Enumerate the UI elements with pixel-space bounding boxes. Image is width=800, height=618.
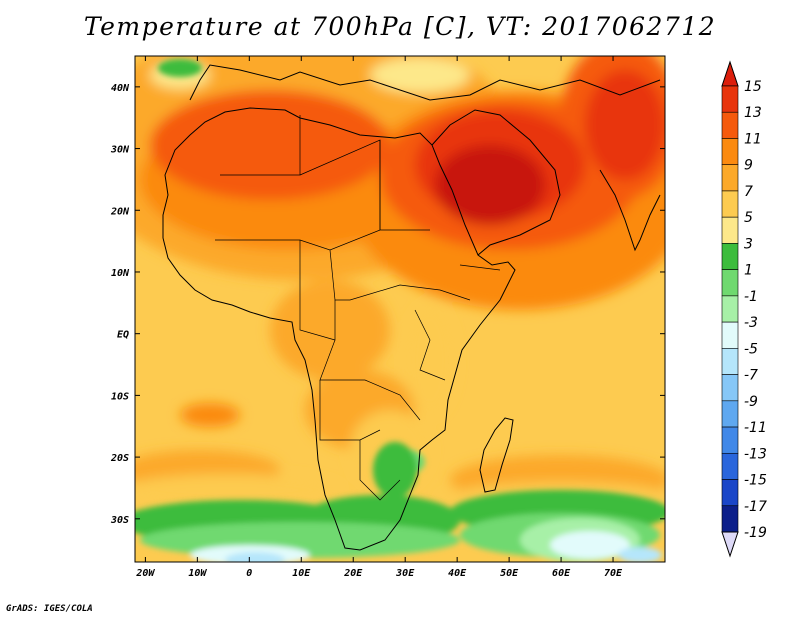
colorbar-label: -5 xyxy=(744,341,758,357)
temperature-zone-7 xyxy=(585,70,665,180)
colorbar-swatch xyxy=(721,426,739,454)
arabia-coastline xyxy=(431,109,561,256)
colorbar-swatch xyxy=(721,243,739,270)
africa-coastline xyxy=(162,107,516,551)
colorbar-swatch xyxy=(721,505,739,533)
colorbar-top-arrow xyxy=(721,60,739,87)
lon-tick-label: 70E xyxy=(604,568,623,579)
colorbar-swatch xyxy=(721,190,739,218)
country-borders xyxy=(215,115,501,501)
colorbar-swatch xyxy=(721,400,739,428)
temperature-zone-16 xyxy=(135,474,340,506)
lon-tick-label: 50E xyxy=(500,568,519,579)
temperature-zone-29 xyxy=(550,531,630,559)
temperature-zone-19 xyxy=(370,57,470,93)
colorbar-swatch xyxy=(721,295,739,323)
axis-ticks: 20W 10W 0 10E 20E 30E 40E 50E 60E 70E 40N 30N 20N 10N… xyxy=(110,56,665,579)
colorbar: 15 13 11 9 7 5 3 1 -1 -3 -5 -7 -9 -11 -13 -15 -17 -19 xyxy=(721,60,767,558)
colorbar-label: 1 xyxy=(744,263,753,279)
lon-tick-label: 10W xyxy=(188,568,207,579)
colorbar-swatch xyxy=(721,138,739,166)
india-coastline xyxy=(599,169,661,252)
colorbar-label: -19 xyxy=(744,525,767,541)
lat-tick-label: 40N xyxy=(111,83,130,94)
temperature-zone-20 xyxy=(158,59,202,77)
colorbar-label: 3 xyxy=(744,236,753,252)
colorbar-label: -9 xyxy=(744,394,758,410)
lat-tick-label: 10S xyxy=(111,391,129,402)
lat-tick-label: 20S xyxy=(110,453,129,464)
colorbar-label: 15 xyxy=(744,79,762,95)
lon-tick-label: 30E xyxy=(395,568,415,579)
lon-tick-label: 20W xyxy=(135,568,155,579)
temperature-field xyxy=(135,56,665,562)
colorbar-label: -1 xyxy=(744,289,758,305)
colorbar-swatch xyxy=(721,348,739,375)
colorbar-label: 9 xyxy=(744,158,753,174)
lon-tick-label: 0 xyxy=(246,568,252,579)
colorbar-swatch xyxy=(721,374,739,402)
coastlines xyxy=(162,64,661,551)
colorbar-swatch xyxy=(721,111,739,139)
credit-label: GrADS: IGES/COLA xyxy=(6,604,93,614)
colorbar-swatch xyxy=(721,269,739,297)
map-title: Temperature at 700hPa [C], VT: 201706271… xyxy=(83,12,717,41)
colorbar-label: 11 xyxy=(744,131,762,147)
colorbar-swatch xyxy=(721,216,739,244)
lon-tick-label: 20E xyxy=(343,568,363,579)
colorbar-label: 13 xyxy=(744,105,762,121)
temperature-zone-9 xyxy=(270,280,390,380)
colorbar-label: -7 xyxy=(744,368,758,384)
temperature-zone-11 xyxy=(405,305,455,415)
colorbar-swatch xyxy=(721,321,739,349)
plot-frame xyxy=(134,55,666,563)
colorbar-swatch xyxy=(721,479,739,507)
lat-tick-label: 30N xyxy=(110,145,130,156)
colorbar-swatch xyxy=(721,452,739,480)
lat-tick-label: 30S xyxy=(110,515,129,526)
colorbar-swatch xyxy=(721,164,739,192)
colorbar-swatch xyxy=(721,85,739,113)
colorbar-label: -15 xyxy=(744,473,767,489)
madagascar-coastline xyxy=(479,417,514,493)
temperature-zone-12 xyxy=(180,403,240,427)
europe-coastline xyxy=(189,64,661,101)
temperature-zone-31 xyxy=(225,552,285,562)
colorbar-bottom-arrow xyxy=(721,531,739,558)
colorbar-label: -11 xyxy=(744,420,767,436)
colorbar-label: -13 xyxy=(744,446,767,462)
lon-tick-label: 60E xyxy=(552,568,571,579)
lon-tick-label: 40E xyxy=(448,568,467,579)
colorbar-label: 7 xyxy=(744,184,753,200)
lat-tick-label: EQ xyxy=(117,330,129,341)
lon-tick-label: 10E xyxy=(292,568,311,579)
temperature-zone-32 xyxy=(618,547,662,562)
lat-tick-label: 10N xyxy=(111,268,130,279)
temperature-zone-3 xyxy=(150,90,390,200)
colorbar-label: 5 xyxy=(744,210,753,226)
lat-tick-label: 20N xyxy=(110,206,130,217)
colorbar-label: -3 xyxy=(744,315,758,331)
temperature-zone-22 xyxy=(373,442,417,498)
colorbar-label: -17 xyxy=(744,499,767,515)
temperature-zone-8 xyxy=(435,145,545,225)
